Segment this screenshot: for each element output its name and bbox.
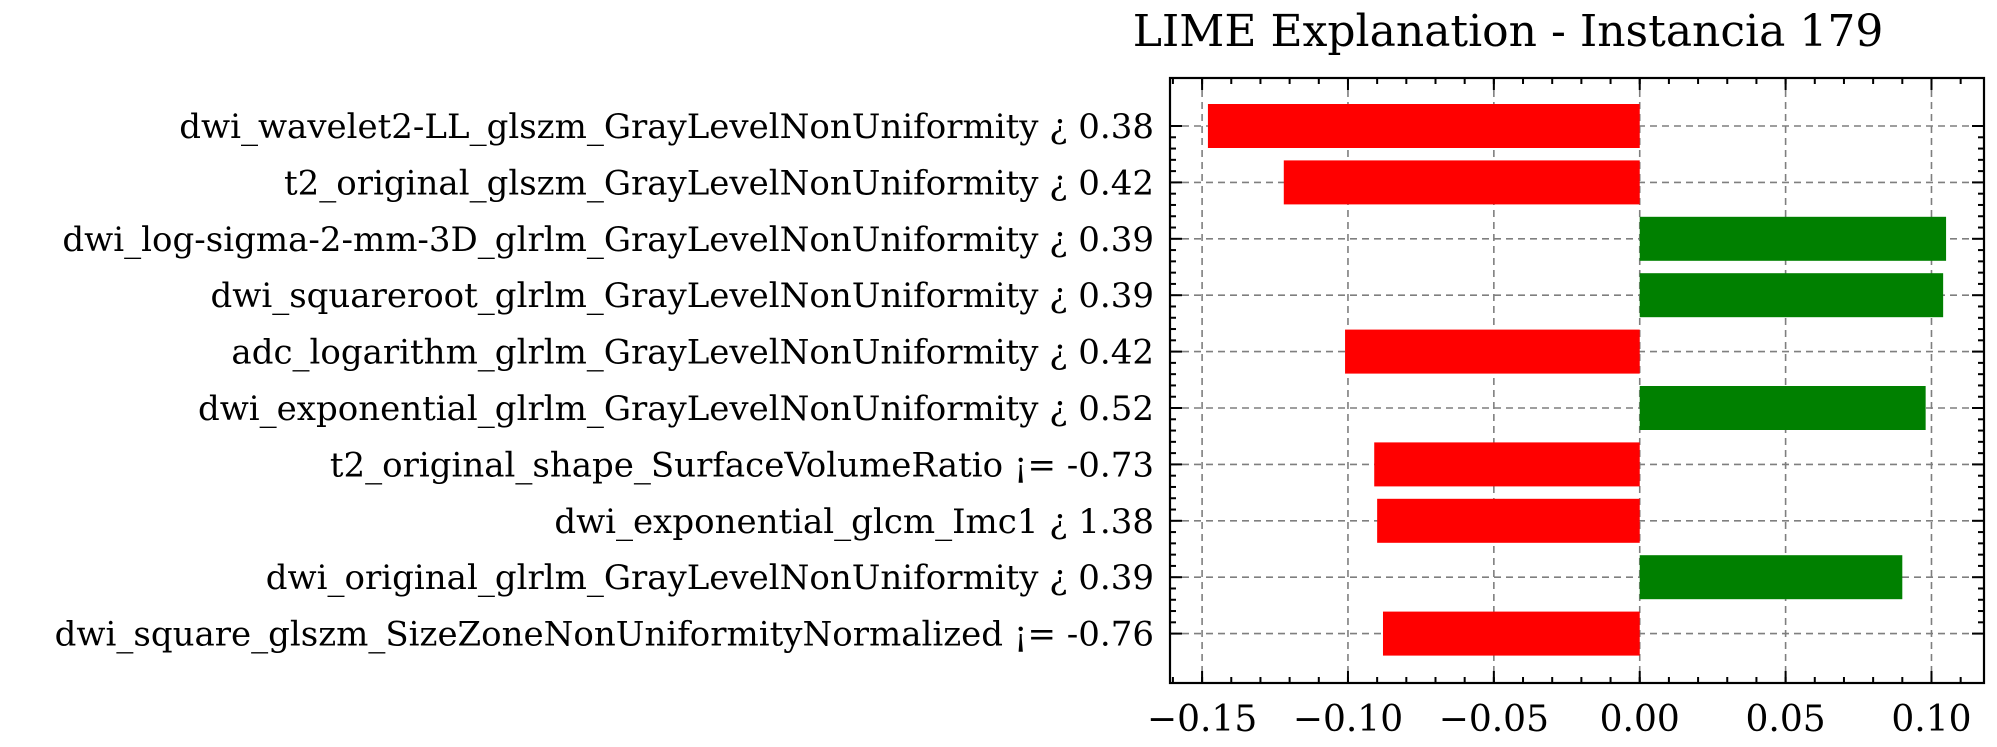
bars: [1207, 104, 1947, 656]
category-labels: dwi_wavelet2-LL_glszm_GrayLevelNonUnifor…: [55, 107, 1154, 655]
bar: [1639, 555, 1903, 600]
bar: [1283, 160, 1640, 205]
x-tick-label: 0.05: [1746, 699, 1826, 740]
bar: [1345, 329, 1640, 374]
x-tick-label: −0.15: [1147, 699, 1257, 740]
category-label: dwi_exponential_glcm_Imc1 ¿ 1.38: [554, 502, 1154, 542]
category-label: dwi_exponential_glrlm_GrayLevelNonUnifor…: [198, 389, 1154, 429]
x-tick-label: 0.00: [1600, 699, 1680, 740]
category-label: adc_logarithm_glrlm_GrayLevelNonUniformi…: [231, 333, 1154, 373]
bar: [1207, 104, 1640, 148]
x-tick-label: −0.10: [1293, 699, 1403, 740]
x-tick-label: −0.05: [1439, 699, 1549, 740]
chart-title: LIME Explanation - Instancia 179: [1133, 6, 1884, 57]
bar: [1382, 611, 1640, 656]
bar: [1639, 386, 1926, 430]
bar: [1639, 216, 1947, 261]
category-label: dwi_log-sigma-2-mm-3D_glrlm_GrayLevelNon…: [62, 220, 1154, 260]
category-label: dwi_square_glszm_SizeZoneNonUniformityNo…: [55, 615, 1154, 655]
category-label: dwi_original_glrlm_GrayLevelNonUniformit…: [266, 558, 1154, 598]
bar: [1639, 273, 1944, 318]
category-label: dwi_wavelet2-LL_glszm_GrayLevelNonUnifor…: [179, 107, 1154, 147]
category-label: t2_original_shape_SurfaceVolumeRatio ¡= …: [330, 445, 1154, 485]
bar: [1377, 498, 1640, 543]
category-label: dwi_squareroot_glrlm_GrayLevelNonUniform…: [210, 276, 1154, 316]
x-tick-label: 0.10: [1891, 699, 1971, 740]
bar: [1374, 442, 1640, 487]
category-label: t2_original_glszm_GrayLevelNonUniformity…: [284, 163, 1154, 203]
plot-frame: [1168, 76, 1986, 685]
